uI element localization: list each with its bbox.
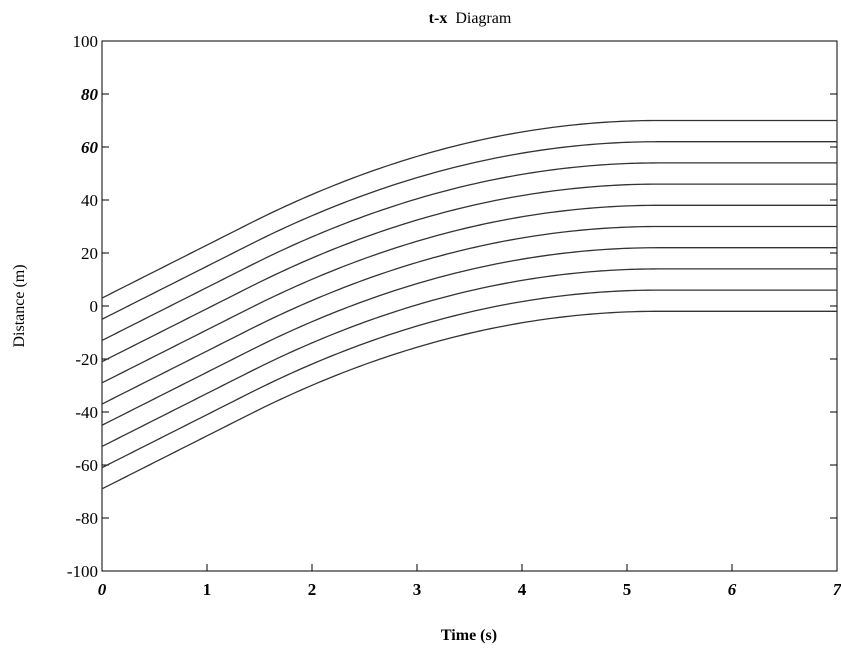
x-tick-label: 1 xyxy=(203,580,212,599)
series-line-5 xyxy=(101,204,837,384)
chart-title: t-x Diagram xyxy=(429,10,512,27)
y-tick-group: 100 80 60 40 20 0 -20 -40 -60 -80 -100 xyxy=(67,32,837,581)
y-tick-label: 20 xyxy=(81,244,98,263)
x-tick-label: 3 xyxy=(413,580,422,599)
y-tick-label: 100 xyxy=(73,32,99,51)
y-tick-label: 80 xyxy=(81,85,99,104)
x-tick-label: 2 xyxy=(308,580,317,599)
y-tick-label: 0 xyxy=(90,297,99,316)
series-line-3 xyxy=(101,162,837,342)
series-line-6 xyxy=(101,225,837,405)
x-tick-label: 5 xyxy=(623,580,632,599)
series-line-1 xyxy=(101,119,837,299)
x-tick-label: 4 xyxy=(518,580,527,599)
y-axis-label: Distance (m) xyxy=(11,264,28,347)
series-line-10 xyxy=(101,310,837,490)
y-tick-label: -60 xyxy=(75,456,98,475)
y-tick-label: 60 xyxy=(81,138,99,157)
y-tick-label: -20 xyxy=(75,350,98,369)
x-tick-label: 0 xyxy=(98,580,107,599)
y-tick-label: 40 xyxy=(81,191,98,210)
series-line-4 xyxy=(101,183,837,363)
series-line-8 xyxy=(101,268,837,448)
y-tick-label: -80 xyxy=(75,509,98,528)
series-group xyxy=(101,119,837,490)
x-tick-group: 0 1 2 3 4 5 6 7 xyxy=(98,564,841,599)
x-tick-label: 7 xyxy=(833,580,841,599)
series-line-9 xyxy=(101,289,837,469)
x-axis-label: Time (s) xyxy=(441,627,497,644)
series-line-2 xyxy=(101,141,837,320)
y-tick-label: -100 xyxy=(67,562,98,581)
x-tick-label: 6 xyxy=(728,580,737,599)
series-line-7 xyxy=(101,247,837,426)
chart-title-bold: t-x xyxy=(429,10,448,27)
y-tick-label: -40 xyxy=(75,403,98,422)
chart-title-rest: Diagram xyxy=(455,10,512,27)
